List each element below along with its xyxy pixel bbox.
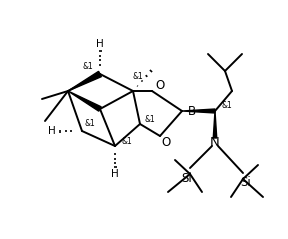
Polygon shape bbox=[213, 111, 217, 138]
Text: H: H bbox=[111, 169, 119, 179]
Text: &1: &1 bbox=[85, 119, 95, 127]
Text: H: H bbox=[48, 126, 56, 136]
Text: O: O bbox=[161, 136, 170, 148]
Polygon shape bbox=[68, 71, 101, 91]
Text: Si: Si bbox=[241, 176, 251, 190]
Text: &1: &1 bbox=[145, 114, 155, 124]
Text: Si: Si bbox=[182, 172, 192, 185]
Text: &1: &1 bbox=[133, 71, 143, 81]
Text: &1: &1 bbox=[122, 137, 132, 147]
Text: B: B bbox=[188, 104, 196, 118]
Polygon shape bbox=[182, 109, 215, 113]
Text: O: O bbox=[155, 78, 165, 92]
Text: H: H bbox=[96, 39, 104, 49]
Text: &1: &1 bbox=[83, 61, 93, 71]
Text: &1: &1 bbox=[222, 101, 232, 109]
Polygon shape bbox=[68, 91, 101, 111]
Text: N: N bbox=[210, 136, 220, 150]
